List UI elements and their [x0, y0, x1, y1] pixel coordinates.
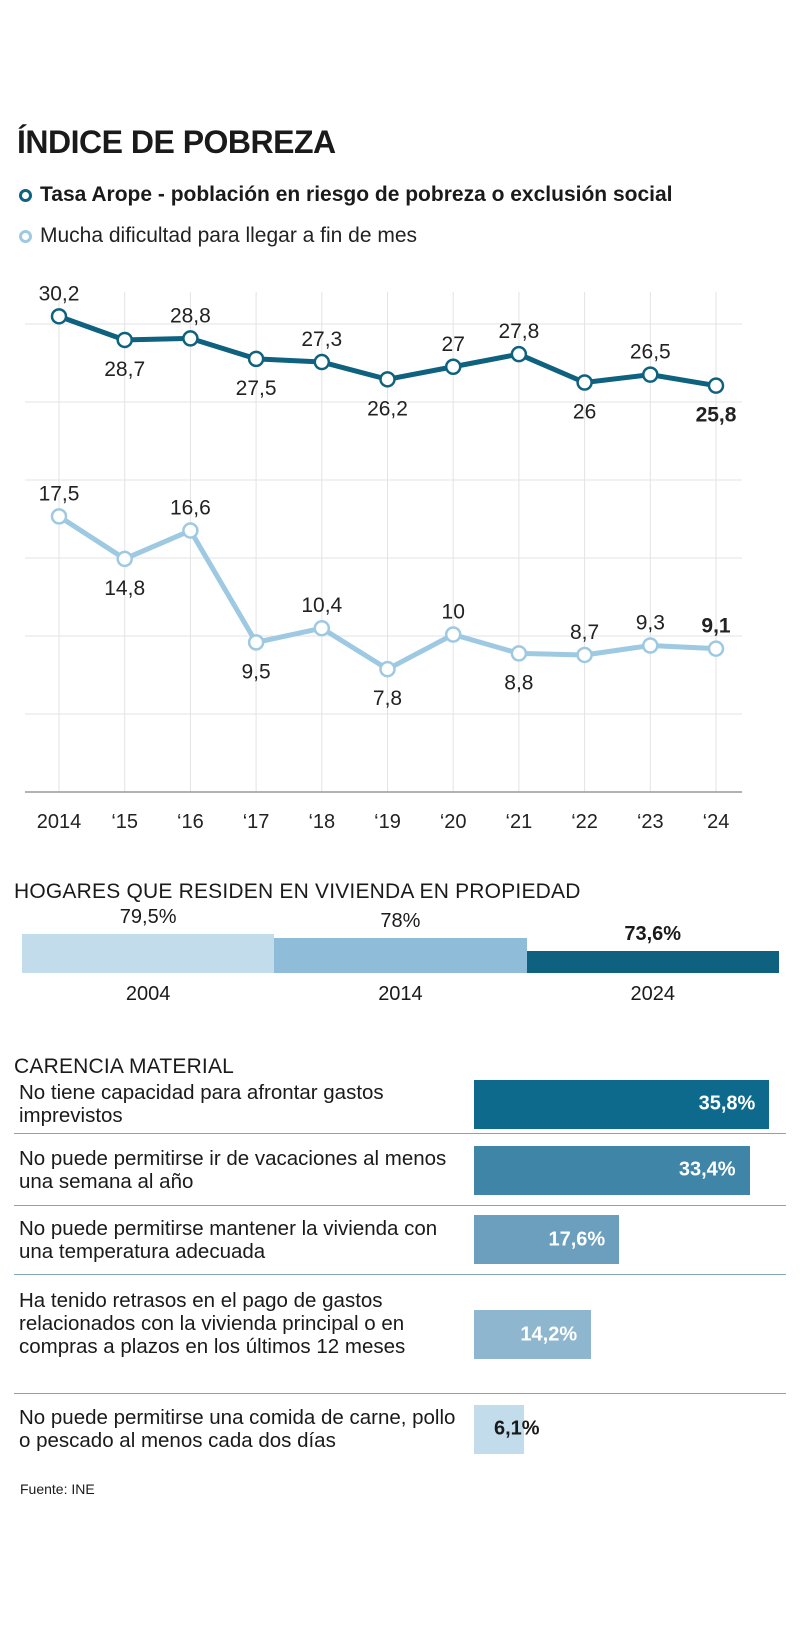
ownership-bar	[22, 933, 275, 973]
dificultad-point	[379, 660, 396, 678]
carencia-bar: 33,4%	[474, 1145, 750, 1195]
arope-point	[444, 358, 462, 375]
arope-data-label: 26	[573, 401, 596, 424]
arope-point	[576, 374, 593, 391]
arope-data-label: 26,2	[367, 397, 408, 420]
x-tick-label: ‘18	[308, 811, 335, 833]
dificultad-point	[642, 637, 659, 654]
dificultad-point	[247, 634, 265, 651]
arope-data-label: 27	[442, 333, 465, 356]
dificultad-data-label: 7,8	[373, 687, 402, 710]
carencia-row: No puede permitirse una comida de carne,…	[14, 1395, 786, 1475]
legend-arope-marker-icon	[19, 188, 32, 202]
source-note: Fuente: INE	[20, 1481, 95, 1497]
legend-dificultad-label: Mucha dificultad para llegar a fin de me…	[40, 224, 418, 247]
arope-point	[313, 353, 331, 371]
carencia-value-label: 6,1%	[494, 1417, 540, 1440]
arope-data-label: 27,3	[301, 328, 342, 351]
arope-point	[707, 377, 725, 394]
x-tick-label: ‘19	[374, 811, 401, 833]
arope-data-label: 27,5	[236, 377, 277, 400]
arope-point	[116, 331, 133, 349]
carencia-row: No puede permitirse mantener la vivienda…	[14, 1205, 786, 1275]
ownership-year-label: 2014	[378, 983, 423, 1005]
arope-point	[50, 308, 68, 325]
arope-data-label: 28,7	[104, 358, 145, 381]
ownership-bar	[526, 951, 779, 973]
carencia-row-label: No puede permitirse mantener la vivienda…	[19, 1216, 438, 1263]
dificultad-data-label: 10	[442, 601, 465, 624]
x-tick-label: ‘21	[506, 811, 533, 833]
dificultad-point	[444, 626, 462, 643]
arope-data-label: 27,8	[498, 320, 539, 343]
carencia-bar: 14,2%	[474, 1310, 592, 1359]
carencia-value-label: 17,6%	[548, 1228, 606, 1250]
carencia-value-label: 14,2%	[520, 1323, 578, 1345]
dificultad-data-label: 9,3	[636, 612, 665, 635]
carencia-value-label: 35,8%	[698, 1092, 756, 1115]
carencia-row: No puede permitirse ir de vacaciones al …	[14, 1135, 786, 1206]
ownership-year-label: 2024	[630, 983, 675, 1005]
x-tick-label: ‘20	[440, 811, 467, 833]
page-title: ÍNDICE DE POBREZA	[17, 124, 336, 160]
dificultad-data-label: 8,7	[570, 621, 599, 644]
x-tick-label: ‘23	[637, 811, 664, 833]
dificultad-point	[313, 619, 331, 637]
carencia-bar: 35,8%	[474, 1079, 770, 1129]
legend-arope: Tasa Arope - población en riesgo de pobr…	[19, 183, 672, 207]
ownership-value-label: 79,5%	[119, 905, 177, 928]
carencia-row-label: No puede permitirse una comida de carne,…	[19, 1406, 456, 1452]
carencia-row-label: No puede permitirse ir de vacaciones al …	[19, 1147, 447, 1193]
x-tick-label: ‘22	[571, 811, 598, 833]
arope-point	[642, 366, 659, 383]
carencia-value-label: 33,4%	[678, 1158, 736, 1181]
legend-dificultad-marker-icon	[19, 229, 32, 243]
arope-point	[182, 330, 199, 347]
ownership-year-label: 2004	[125, 983, 171, 1005]
dificultad-data-label: 8,8	[504, 671, 533, 694]
dificultad-data-label: 10,4	[301, 594, 342, 617]
carencia-row: Ha tenido retrasos en el pago de gastos …	[14, 1276, 786, 1394]
x-tick-label: 2014	[37, 811, 82, 833]
dificultad-point	[510, 645, 528, 662]
arope-point	[247, 350, 265, 368]
dificultad-point	[50, 508, 68, 525]
arope-point	[510, 345, 528, 363]
carencia-bar: 17,6%	[474, 1215, 620, 1264]
line-chart: 2014 ‘15 ‘16 ‘17 ‘18 ‘19 ‘20 ‘21 ‘22 ‘23 ‘24 30,2 28…	[25, 282, 742, 833]
arope-data-label: 26,5	[630, 341, 671, 364]
carencia-row-label: Ha tenido retrasos en el pago de gastos …	[19, 1288, 406, 1358]
dificultad-data-label: 9,5	[241, 660, 270, 683]
ownership-value-label: 78%	[380, 910, 421, 933]
carencia-row-label: No tiene capacidad para afrontar gastos …	[19, 1081, 384, 1127]
arope-data-label: 25,8	[696, 404, 737, 427]
legend-dificultad: Mucha dificultad para llegar a fin de me…	[19, 224, 417, 248]
x-tick-label: ‘16	[177, 811, 204, 833]
x-tick-label: ‘17	[243, 811, 270, 833]
dificultad-point	[116, 550, 133, 568]
carencia-row: No tiene capacidad para afrontar gastos …	[14, 1075, 786, 1134]
arope-data-label: 28,8	[170, 304, 211, 327]
dificultad-data-label: 16,6	[170, 497, 211, 520]
ownership-title: HOGARES QUE RESIDEN EN VIVIENDA EN PROPI…	[14, 880, 581, 903]
x-tick-label: ‘15	[111, 811, 138, 833]
arope-point	[379, 371, 396, 388]
dificultad-data-label: 9,1	[701, 615, 731, 638]
dificultad-point	[707, 640, 725, 657]
x-tick-label: ‘24	[703, 811, 730, 833]
ownership-value-label: 73,6%	[624, 923, 682, 945]
dificultad-point	[182, 522, 199, 539]
carencia-bar: 6,1%	[474, 1404, 540, 1454]
arope-data-label: 30,2	[39, 282, 80, 305]
dificultad-point	[576, 646, 593, 664]
legend-arope-label: Tasa Arope - población en riesgo de pobr…	[40, 183, 673, 206]
dificultad-data-label: 14,8	[104, 577, 145, 600]
dificultad-data-label: 17,5	[39, 482, 80, 505]
carencia-title: CARENCIA MATERIAL	[14, 1055, 235, 1078]
ownership-bar	[274, 938, 527, 973]
